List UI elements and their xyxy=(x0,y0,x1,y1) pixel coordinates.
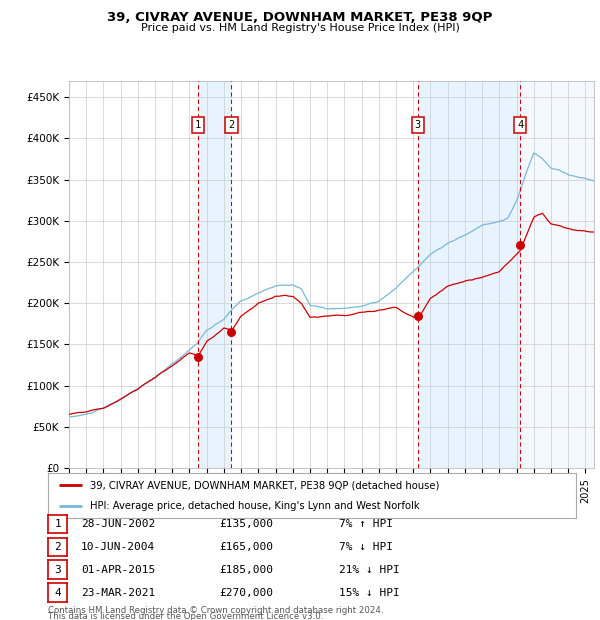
Bar xyxy=(418,81,520,468)
Text: 1: 1 xyxy=(54,519,61,529)
Text: 2: 2 xyxy=(54,542,61,552)
Text: £185,000: £185,000 xyxy=(219,565,273,575)
Text: 3: 3 xyxy=(415,120,421,130)
Text: 7% ↓ HPI: 7% ↓ HPI xyxy=(339,542,393,552)
Text: 39, CIVRAY AVENUE, DOWNHAM MARKET, PE38 9QP (detached house): 39, CIVRAY AVENUE, DOWNHAM MARKET, PE38 … xyxy=(90,480,440,490)
Text: £135,000: £135,000 xyxy=(219,519,273,529)
Text: 23-MAR-2021: 23-MAR-2021 xyxy=(81,588,155,598)
Text: 7% ↑ HPI: 7% ↑ HPI xyxy=(339,519,393,529)
Text: HPI: Average price, detached house, King's Lynn and West Norfolk: HPI: Average price, detached house, King… xyxy=(90,500,420,511)
Text: Contains HM Land Registry data © Crown copyright and database right 2024.: Contains HM Land Registry data © Crown c… xyxy=(48,606,383,614)
Text: £165,000: £165,000 xyxy=(219,542,273,552)
Text: 10-JUN-2004: 10-JUN-2004 xyxy=(81,542,155,552)
Text: 4: 4 xyxy=(517,120,523,130)
Text: £270,000: £270,000 xyxy=(219,588,273,598)
Text: Price paid vs. HM Land Registry's House Price Index (HPI): Price paid vs. HM Land Registry's House … xyxy=(140,23,460,33)
Text: 15% ↓ HPI: 15% ↓ HPI xyxy=(339,588,400,598)
Text: 39, CIVRAY AVENUE, DOWNHAM MARKET, PE38 9QP: 39, CIVRAY AVENUE, DOWNHAM MARKET, PE38 … xyxy=(107,11,493,24)
Text: 2: 2 xyxy=(229,120,235,130)
Bar xyxy=(520,81,594,468)
Text: 1: 1 xyxy=(195,120,201,130)
Text: 21% ↓ HPI: 21% ↓ HPI xyxy=(339,565,400,575)
Text: 4: 4 xyxy=(54,588,61,598)
Text: 3: 3 xyxy=(54,565,61,575)
Bar xyxy=(198,81,232,468)
Text: 01-APR-2015: 01-APR-2015 xyxy=(81,565,155,575)
Text: This data is licensed under the Open Government Licence v3.0.: This data is licensed under the Open Gov… xyxy=(48,613,323,620)
Text: 28-JUN-2002: 28-JUN-2002 xyxy=(81,519,155,529)
